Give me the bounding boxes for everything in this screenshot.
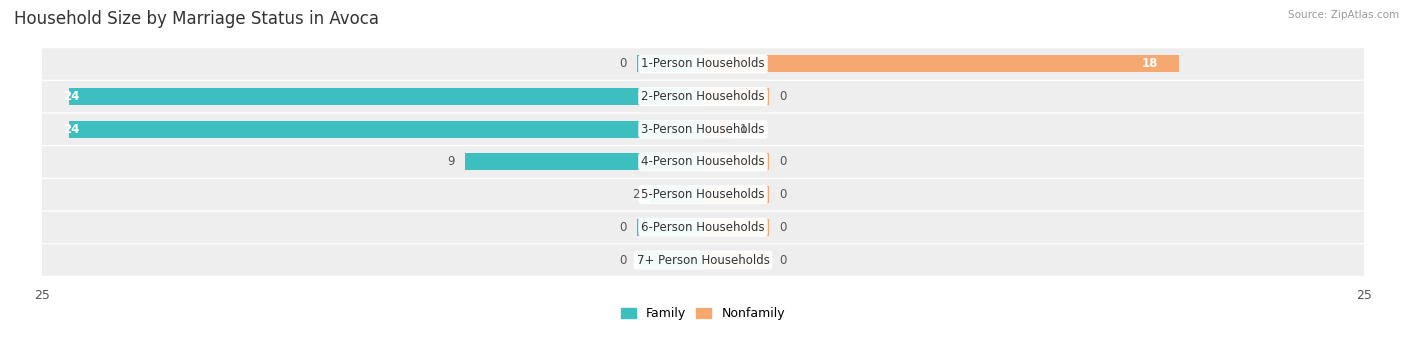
Text: 0: 0 [619,221,626,234]
Bar [703,219,769,236]
FancyBboxPatch shape [39,48,1367,79]
Text: 2-Person Households: 2-Person Households [641,90,765,103]
Text: 9: 9 [447,155,454,168]
Bar [637,219,703,236]
Text: 4-Person Households: 4-Person Households [641,155,765,168]
Text: 7+ Person Households: 7+ Person Households [637,253,769,267]
Text: 0: 0 [780,188,787,201]
Text: 0: 0 [780,90,787,103]
Text: Source: ZipAtlas.com: Source: ZipAtlas.com [1288,10,1399,20]
Text: 6-Person Households: 6-Person Households [641,221,765,234]
Bar [703,153,769,170]
FancyBboxPatch shape [39,212,1367,243]
FancyBboxPatch shape [39,114,1367,145]
FancyBboxPatch shape [39,179,1367,210]
Bar [703,121,730,138]
Bar [703,186,769,203]
Text: 1-Person Households: 1-Person Households [641,57,765,71]
FancyBboxPatch shape [39,81,1367,112]
Text: 5-Person Households: 5-Person Households [641,188,765,201]
Bar [703,252,769,268]
Text: 0: 0 [619,253,626,267]
Text: 2: 2 [633,188,640,201]
FancyBboxPatch shape [39,244,1367,276]
FancyBboxPatch shape [39,146,1367,178]
Text: 24: 24 [63,123,80,136]
Bar [703,56,1178,72]
Text: 18: 18 [1142,57,1157,71]
Text: 0: 0 [780,155,787,168]
Bar [637,252,703,268]
Bar [703,88,769,105]
Bar [465,153,703,170]
Bar [650,186,703,203]
Text: 0: 0 [780,253,787,267]
Text: Household Size by Marriage Status in Avoca: Household Size by Marriage Status in Avo… [14,10,380,28]
Text: 3-Person Households: 3-Person Households [641,123,765,136]
Bar [637,56,703,72]
Bar [69,121,703,138]
Bar [69,88,703,105]
Text: 0: 0 [619,57,626,71]
Legend: Family, Nonfamily: Family, Nonfamily [616,302,790,325]
Text: 1: 1 [740,123,748,136]
Text: 24: 24 [63,90,80,103]
Text: 0: 0 [780,221,787,234]
